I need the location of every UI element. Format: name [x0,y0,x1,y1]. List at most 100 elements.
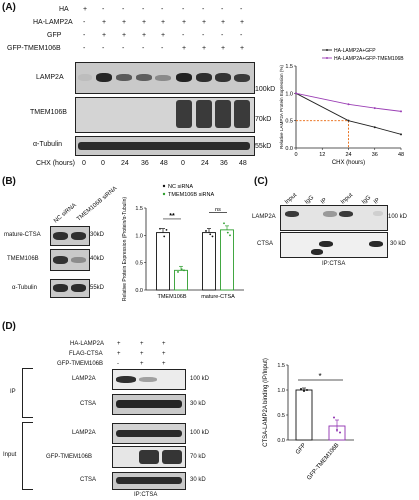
chx-value: 36 [220,160,228,167]
blot-c-lamp2a [280,205,388,231]
legend-label: HA-LAMP2A+GFP-TMEM106B [334,56,404,62]
mw-marker: 70 kD [190,454,206,460]
x-tick-label: 36 [372,152,378,158]
chx-value: 24 [201,160,209,167]
blot-b-tubulin [50,279,90,298]
ip-footer: IP:CTSA [134,492,158,498]
data-point [347,119,350,122]
chx-value: 24 [121,160,129,167]
treatment-mark: + [240,45,245,52]
category-label: GFP [295,442,308,455]
replicate-point [306,389,308,391]
treatment-mark: + [142,19,147,26]
treatment-mark: - [83,19,86,26]
treatment-label: HA [59,6,69,13]
treatment-mark: - [122,6,125,13]
replicate-point [300,388,302,390]
treatment-mark: - [122,45,125,52]
column-label: TMEM106B siRNA [76,185,119,223]
treatment-mark: - [182,32,185,39]
treatment-mark: - [202,32,205,39]
lane-label: IgG [304,194,316,206]
blot-label: TMEM106B [7,256,39,262]
series-line [295,92,402,135]
treatment-label: HA-LAMP2A [33,19,73,26]
legend-label: TMEM106B siRNA [168,192,214,198]
blot-a-tubulin [75,136,255,156]
data-point [373,126,376,129]
y-tick-label: 0.0 [135,288,143,294]
legend-marker [326,57,328,59]
blot-d-input-tmem106b [112,446,186,468]
replicate-point [180,268,183,271]
x-tick-label: 0 [294,152,297,158]
blot-c-ctsa [280,232,388,258]
blot-a-lamp2a [75,62,255,94]
x-tick-label: 12 [319,152,325,158]
treatment-mark: - [221,6,224,13]
legend-label: NC siRNA [168,184,193,190]
treatment-mark: - [161,45,164,52]
treatment-mark: - [161,6,164,13]
sig-mark: * [318,372,321,381]
chx-value: 48 [160,160,168,167]
blot-a-tmem106b [75,97,255,133]
treatment-label: FLAG-CTSA [69,351,103,357]
blot-d-input-ctsa [112,472,186,490]
treatment-mark: - [142,45,145,52]
treatment-mark: - [221,32,224,39]
treatment-mark: + [202,45,207,52]
treatment-mark: - [83,32,86,39]
x-tick-label: 48 [398,152,404,158]
mw-marker: 30 kD [190,477,206,483]
legend-marker [326,49,328,51]
chx-value: 0 [181,160,185,167]
blot-label: GFP-TMEM106B [46,454,93,460]
treatment-mark: + [142,32,147,39]
y-tick-label: 1.0 [135,233,143,239]
data-point [295,92,297,95]
mw-marker: 30 kD [390,241,406,247]
data-point [400,133,402,136]
legend-marker [162,184,166,188]
blot-label: LAMP2A [72,430,96,436]
treatment-mark: + [162,341,166,347]
treatment-mark: - [83,45,86,52]
chart-a-degradation: 0 12 24 36 48 0.0 0.5 1.0 1.5 CHX (hours) Relative… [279,48,404,166]
treatment-mark: + [102,32,107,39]
blot-label: LAMP2A [252,214,276,220]
mw-marker: 55kD [90,285,105,291]
replicate-point [339,431,341,434]
section-label: Input [3,452,17,458]
y-tick-label: 1.5 [135,206,143,212]
mw-marker: 30kD [90,232,105,238]
series-line [295,92,402,112]
treatment-mark: - [240,32,243,39]
treatment-mark: + [140,351,144,357]
treatment-mark: + [240,19,245,26]
section-label: IP [10,389,16,395]
blot-d-ip-ctsa [112,394,186,415]
mw-marker: 70kD [255,116,272,123]
mw-marker: 100 kD [190,376,210,382]
chx-value: 36 [141,160,149,167]
treatment-mark: + [102,19,107,26]
treatment-mark: + [161,32,166,39]
ip-section-bracket [22,368,33,418]
replicate-point [226,231,229,234]
treatment-mark: + [122,32,127,39]
blot-b-ctsa [50,226,90,246]
treatment-mark: + [83,6,88,13]
replicate-point [333,416,335,419]
treatment-mark: + [140,341,144,347]
bar [295,389,313,441]
data-point [400,110,402,113]
y-axis-title: CTSA-LAMP2A binding (IP/Input) [263,358,269,447]
treatment-mark: + [182,45,187,52]
treatment-mark: - [182,6,185,13]
data-point [373,107,376,110]
treatment-mark: + [140,361,144,367]
blot-label: CTSA [80,401,97,407]
y-tick-label: 0.0 [285,146,293,152]
legend-marker [162,192,166,196]
